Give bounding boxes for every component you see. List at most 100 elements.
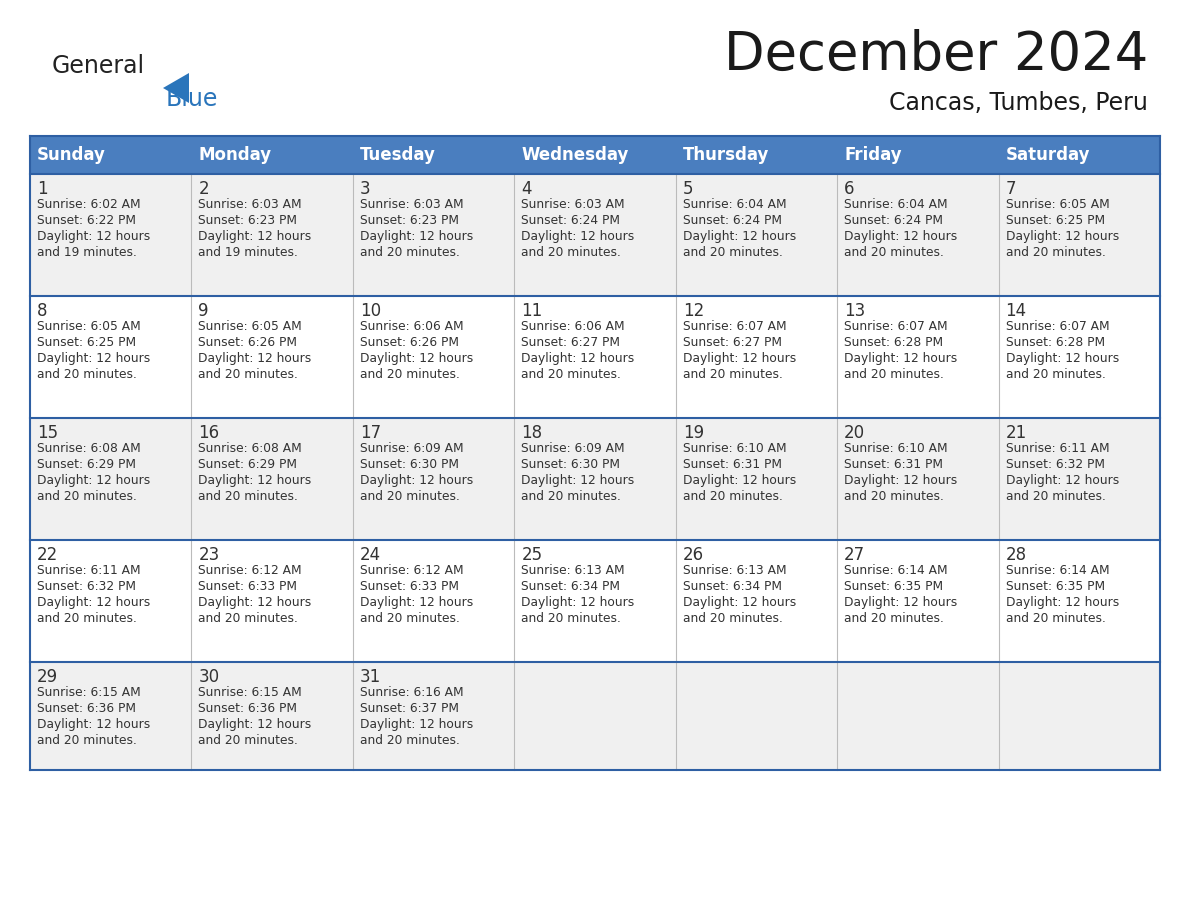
Text: Sunset: 6:31 PM: Sunset: 6:31 PM <box>845 458 943 471</box>
Text: Sunrise: 6:15 AM: Sunrise: 6:15 AM <box>37 686 140 699</box>
Bar <box>838 662 999 770</box>
Bar <box>353 136 514 174</box>
Bar <box>353 540 514 662</box>
Text: Sunrise: 6:03 AM: Sunrise: 6:03 AM <box>360 198 463 211</box>
Bar <box>30 136 191 174</box>
Bar <box>353 662 514 770</box>
Bar <box>999 540 1159 662</box>
Text: Sunrise: 6:11 AM: Sunrise: 6:11 AM <box>1005 442 1110 455</box>
Text: Sunday: Sunday <box>37 146 106 164</box>
Text: Thursday: Thursday <box>683 146 769 164</box>
Text: Daylight: 12 hours: Daylight: 12 hours <box>360 352 473 365</box>
Text: Sunrise: 6:09 AM: Sunrise: 6:09 AM <box>360 442 463 455</box>
Text: Daylight: 12 hours: Daylight: 12 hours <box>198 352 311 365</box>
Text: Sunrise: 6:03 AM: Sunrise: 6:03 AM <box>198 198 302 211</box>
Text: Sunrise: 6:09 AM: Sunrise: 6:09 AM <box>522 442 625 455</box>
Text: 2: 2 <box>198 180 209 198</box>
Text: and 20 minutes.: and 20 minutes. <box>1005 490 1106 503</box>
Text: 18: 18 <box>522 424 543 442</box>
Text: Sunset: 6:26 PM: Sunset: 6:26 PM <box>198 336 297 349</box>
Bar <box>191 296 353 418</box>
Text: and 20 minutes.: and 20 minutes. <box>360 734 460 747</box>
Text: Sunset: 6:37 PM: Sunset: 6:37 PM <box>360 702 459 715</box>
Text: Daylight: 12 hours: Daylight: 12 hours <box>360 718 473 731</box>
Bar <box>999 296 1159 418</box>
Text: Sunset: 6:24 PM: Sunset: 6:24 PM <box>845 214 943 227</box>
Text: and 20 minutes.: and 20 minutes. <box>1005 368 1106 381</box>
Text: Sunset: 6:28 PM: Sunset: 6:28 PM <box>1005 336 1105 349</box>
Text: Saturday: Saturday <box>1005 146 1091 164</box>
Text: Sunset: 6:24 PM: Sunset: 6:24 PM <box>683 214 782 227</box>
Text: Daylight: 12 hours: Daylight: 12 hours <box>683 352 796 365</box>
Text: Blue: Blue <box>166 87 219 111</box>
Polygon shape <box>163 73 189 103</box>
Text: Daylight: 12 hours: Daylight: 12 hours <box>1005 474 1119 487</box>
Text: Sunrise: 6:05 AM: Sunrise: 6:05 AM <box>198 320 302 333</box>
Text: Sunrise: 6:04 AM: Sunrise: 6:04 AM <box>683 198 786 211</box>
Text: Daylight: 12 hours: Daylight: 12 hours <box>683 596 796 609</box>
Text: 20: 20 <box>845 424 865 442</box>
Text: and 20 minutes.: and 20 minutes. <box>198 490 298 503</box>
Text: 19: 19 <box>683 424 703 442</box>
Bar <box>191 174 353 296</box>
Text: 5: 5 <box>683 180 694 198</box>
Text: Sunrise: 6:10 AM: Sunrise: 6:10 AM <box>683 442 786 455</box>
Text: Daylight: 12 hours: Daylight: 12 hours <box>360 474 473 487</box>
Bar <box>838 174 999 296</box>
Text: Daylight: 12 hours: Daylight: 12 hours <box>845 474 958 487</box>
Text: and 19 minutes.: and 19 minutes. <box>37 246 137 259</box>
Text: Sunset: 6:25 PM: Sunset: 6:25 PM <box>1005 214 1105 227</box>
Text: 25: 25 <box>522 546 543 564</box>
Text: Daylight: 12 hours: Daylight: 12 hours <box>37 352 150 365</box>
Text: Sunrise: 6:11 AM: Sunrise: 6:11 AM <box>37 564 140 577</box>
Text: and 20 minutes.: and 20 minutes. <box>845 612 944 625</box>
Bar <box>999 418 1159 540</box>
Text: and 20 minutes.: and 20 minutes. <box>522 490 621 503</box>
Text: Daylight: 12 hours: Daylight: 12 hours <box>683 230 796 243</box>
Bar <box>838 540 999 662</box>
Text: and 20 minutes.: and 20 minutes. <box>37 612 137 625</box>
Text: Daylight: 12 hours: Daylight: 12 hours <box>198 230 311 243</box>
Bar <box>191 662 353 770</box>
Text: Sunrise: 6:12 AM: Sunrise: 6:12 AM <box>360 564 463 577</box>
Text: Daylight: 12 hours: Daylight: 12 hours <box>522 230 634 243</box>
Text: Sunset: 6:32 PM: Sunset: 6:32 PM <box>1005 458 1105 471</box>
Text: Daylight: 12 hours: Daylight: 12 hours <box>845 352 958 365</box>
Text: Sunset: 6:24 PM: Sunset: 6:24 PM <box>522 214 620 227</box>
Text: Sunset: 6:31 PM: Sunset: 6:31 PM <box>683 458 782 471</box>
Text: Daylight: 12 hours: Daylight: 12 hours <box>198 718 311 731</box>
Text: Sunrise: 6:03 AM: Sunrise: 6:03 AM <box>522 198 625 211</box>
Bar <box>514 662 676 770</box>
Bar <box>191 418 353 540</box>
Text: Sunrise: 6:10 AM: Sunrise: 6:10 AM <box>845 442 948 455</box>
Bar <box>514 540 676 662</box>
Text: Cancas, Tumbes, Peru: Cancas, Tumbes, Peru <box>889 91 1148 115</box>
Text: 7: 7 <box>1005 180 1016 198</box>
Text: 12: 12 <box>683 302 704 320</box>
Text: Sunrise: 6:13 AM: Sunrise: 6:13 AM <box>683 564 786 577</box>
Text: General: General <box>52 54 145 78</box>
Bar <box>514 296 676 418</box>
Text: Tuesday: Tuesday <box>360 146 436 164</box>
Text: Sunset: 6:25 PM: Sunset: 6:25 PM <box>37 336 137 349</box>
Bar <box>191 540 353 662</box>
Text: Sunset: 6:35 PM: Sunset: 6:35 PM <box>845 580 943 593</box>
Text: and 20 minutes.: and 20 minutes. <box>683 368 783 381</box>
Text: and 20 minutes.: and 20 minutes. <box>198 368 298 381</box>
Text: Daylight: 12 hours: Daylight: 12 hours <box>198 596 311 609</box>
Text: Sunrise: 6:14 AM: Sunrise: 6:14 AM <box>1005 564 1110 577</box>
Text: Sunrise: 6:02 AM: Sunrise: 6:02 AM <box>37 198 140 211</box>
Text: Sunset: 6:32 PM: Sunset: 6:32 PM <box>37 580 135 593</box>
Text: and 20 minutes.: and 20 minutes. <box>198 612 298 625</box>
Bar <box>838 136 999 174</box>
Text: Sunrise: 6:07 AM: Sunrise: 6:07 AM <box>683 320 786 333</box>
Text: 31: 31 <box>360 668 381 686</box>
Text: Sunrise: 6:06 AM: Sunrise: 6:06 AM <box>360 320 463 333</box>
Text: and 20 minutes.: and 20 minutes. <box>522 246 621 259</box>
Text: Daylight: 12 hours: Daylight: 12 hours <box>37 230 150 243</box>
Text: Sunrise: 6:14 AM: Sunrise: 6:14 AM <box>845 564 948 577</box>
Text: Sunset: 6:23 PM: Sunset: 6:23 PM <box>360 214 459 227</box>
Text: Sunset: 6:22 PM: Sunset: 6:22 PM <box>37 214 135 227</box>
Text: December 2024: December 2024 <box>723 29 1148 81</box>
Text: Sunset: 6:33 PM: Sunset: 6:33 PM <box>198 580 297 593</box>
